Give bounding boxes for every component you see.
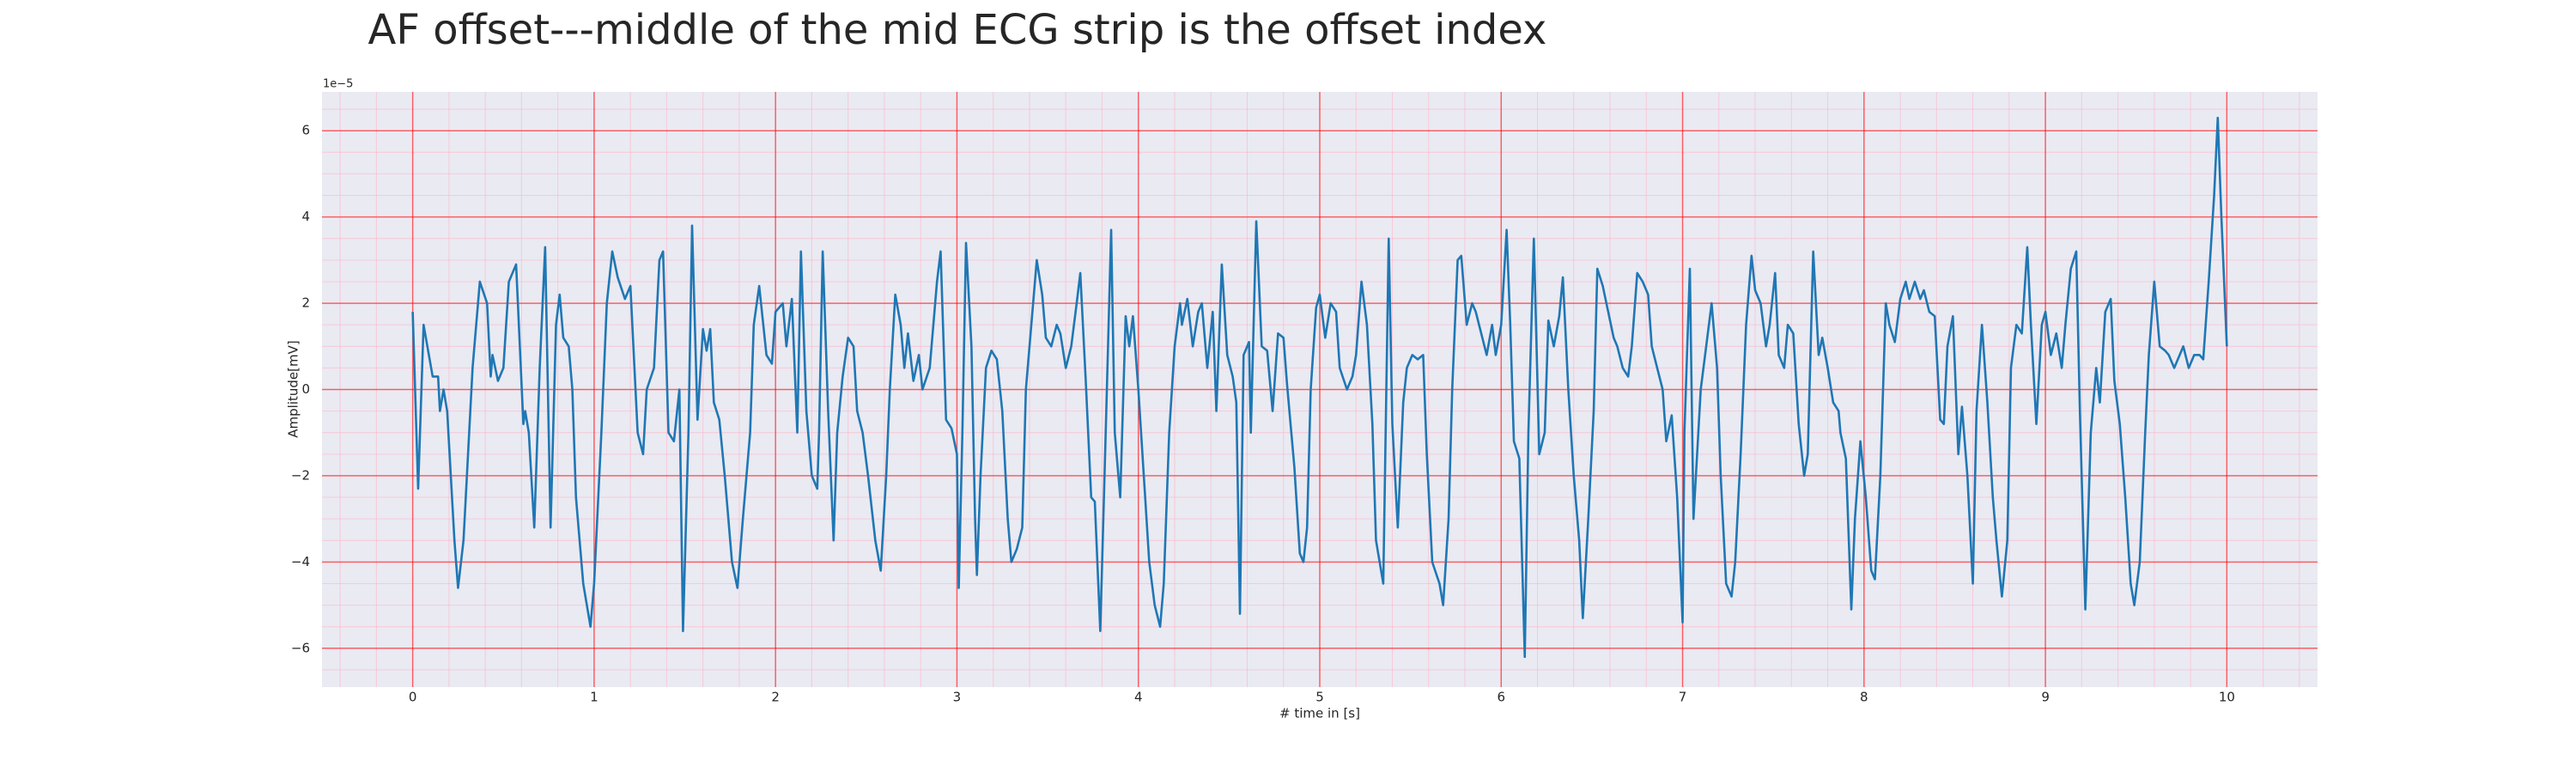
x-tick-label: 8 [1860, 690, 1868, 705]
x-tick-label: 5 [1315, 690, 1324, 705]
y-tick-label: 6 [301, 123, 310, 138]
ecg-line [411, 116, 2228, 659]
y-tick-label: −6 [291, 640, 310, 655]
x-tick-label: 6 [1497, 690, 1505, 705]
y-tick-label: −4 [291, 554, 310, 569]
y-tick-label: 0 [301, 381, 310, 397]
y-axis-label: Amplitude[mV] [286, 340, 301, 437]
x-tick-label: 9 [2041, 690, 2050, 705]
x-tick-label: 7 [1679, 690, 1687, 705]
x-tick-label: 1 [590, 690, 598, 705]
x-axis-label: # time in [s] [1279, 706, 1360, 721]
y-tick-label: −2 [291, 467, 310, 483]
x-tick-label: 0 [409, 690, 417, 705]
plot-area [322, 92, 2318, 687]
x-tick-label: 3 [953, 690, 962, 705]
x-tick-label: 10 [2219, 690, 2235, 705]
y-tick-label: 2 [301, 295, 310, 311]
y-tick-label: 4 [301, 209, 310, 224]
chart-title: AF offset---middle of the mid ECG strip … [368, 6, 1547, 54]
x-tick-label: 4 [1134, 690, 1143, 705]
y-offset-label: 1e−5 [323, 78, 353, 91]
x-tick-label: 2 [771, 690, 780, 705]
